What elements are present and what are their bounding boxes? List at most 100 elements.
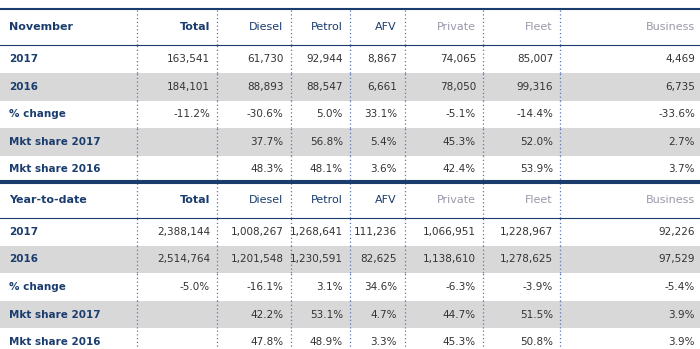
Text: 1,138,610: 1,138,610: [423, 254, 476, 265]
Bar: [0, 273, 700, 301]
Text: -30.6%: -30.6%: [246, 109, 284, 119]
Text: 1,278,625: 1,278,625: [500, 254, 553, 265]
Text: % change: % change: [9, 282, 66, 292]
Text: 92,944: 92,944: [307, 54, 343, 64]
Bar: [0, 9, 700, 45]
Text: Private: Private: [437, 22, 476, 32]
Text: 2017: 2017: [9, 227, 38, 237]
Text: Petrol: Petrol: [311, 22, 343, 32]
Text: 8,867: 8,867: [367, 54, 397, 64]
Text: 3.7%: 3.7%: [668, 164, 695, 174]
Text: 3.1%: 3.1%: [316, 282, 343, 292]
Text: Mkt share 2016: Mkt share 2016: [9, 164, 101, 174]
Text: Business: Business: [646, 195, 695, 205]
Bar: [0, 301, 700, 328]
Text: -16.1%: -16.1%: [246, 282, 284, 292]
Text: 51.5%: 51.5%: [520, 310, 553, 320]
Text: 45.3%: 45.3%: [443, 337, 476, 347]
Text: 2016: 2016: [9, 82, 38, 92]
Text: 163,541: 163,541: [167, 54, 210, 64]
Text: Fleet: Fleet: [526, 195, 553, 205]
Text: 42.4%: 42.4%: [443, 164, 476, 174]
Text: -33.6%: -33.6%: [658, 109, 695, 119]
Bar: [0, 156, 700, 183]
Text: 48.1%: 48.1%: [310, 164, 343, 174]
Text: 2,514,764: 2,514,764: [157, 254, 210, 265]
Text: 88,893: 88,893: [247, 82, 284, 92]
Text: 1,230,591: 1,230,591: [290, 254, 343, 265]
Text: 2.7%: 2.7%: [668, 137, 695, 147]
Text: Diesel: Diesel: [249, 22, 284, 32]
Text: Mkt share 2017: Mkt share 2017: [9, 137, 101, 147]
Text: 2017: 2017: [9, 54, 38, 64]
Text: -5.4%: -5.4%: [665, 282, 695, 292]
Bar: [0, 45, 700, 73]
Text: Private: Private: [437, 195, 476, 205]
Text: 74,065: 74,065: [440, 54, 476, 64]
Text: 53.1%: 53.1%: [310, 310, 343, 320]
Text: 42.2%: 42.2%: [251, 310, 284, 320]
Text: % change: % change: [9, 109, 66, 119]
Text: 88,547: 88,547: [307, 82, 343, 92]
Text: 5.4%: 5.4%: [370, 137, 397, 147]
Text: Total: Total: [180, 195, 210, 205]
Text: -14.4%: -14.4%: [516, 109, 553, 119]
Text: November: November: [9, 22, 73, 32]
Text: 5.0%: 5.0%: [316, 109, 343, 119]
Text: 53.9%: 53.9%: [520, 164, 553, 174]
Text: 85,007: 85,007: [517, 54, 553, 64]
Text: 6,735: 6,735: [665, 82, 695, 92]
Bar: [0, 218, 700, 246]
Bar: [0, 73, 700, 101]
Text: 1,008,267: 1,008,267: [230, 227, 284, 237]
Text: 37.7%: 37.7%: [251, 137, 284, 147]
Text: 111,236: 111,236: [354, 227, 397, 237]
Bar: [0, 181, 700, 218]
Text: 78,050: 78,050: [440, 82, 476, 92]
Text: 184,101: 184,101: [167, 82, 210, 92]
Text: -6.3%: -6.3%: [446, 282, 476, 292]
Text: 52.0%: 52.0%: [520, 137, 553, 147]
Text: 6,661: 6,661: [367, 82, 397, 92]
Text: 47.8%: 47.8%: [251, 337, 284, 347]
Text: 3.6%: 3.6%: [370, 164, 397, 174]
Text: 1,201,548: 1,201,548: [230, 254, 284, 265]
Text: 1,228,967: 1,228,967: [500, 227, 553, 237]
Text: 2016: 2016: [9, 254, 38, 265]
Text: 48.3%: 48.3%: [251, 164, 284, 174]
Text: Total: Total: [180, 22, 210, 32]
Text: 4.7%: 4.7%: [370, 310, 397, 320]
Text: Year-to-date: Year-to-date: [9, 195, 87, 205]
Text: 2,388,144: 2,388,144: [157, 227, 210, 237]
Text: 99,316: 99,316: [517, 82, 553, 92]
Text: 1,066,951: 1,066,951: [423, 227, 476, 237]
Text: 33.1%: 33.1%: [364, 109, 397, 119]
Text: 92,226: 92,226: [659, 227, 695, 237]
Text: 3.9%: 3.9%: [668, 337, 695, 347]
Text: -5.1%: -5.1%: [446, 109, 476, 119]
Text: 48.9%: 48.9%: [310, 337, 343, 347]
Bar: [0, 101, 700, 128]
Text: 4,469: 4,469: [665, 54, 695, 64]
Text: Mkt share 2017: Mkt share 2017: [9, 310, 101, 320]
Bar: [0, 246, 700, 273]
Text: -11.2%: -11.2%: [173, 109, 210, 119]
Text: AFV: AFV: [375, 22, 397, 32]
Text: -3.9%: -3.9%: [523, 282, 553, 292]
Text: 61,730: 61,730: [247, 54, 284, 64]
Text: 44.7%: 44.7%: [443, 310, 476, 320]
Text: 3.9%: 3.9%: [668, 310, 695, 320]
Text: 34.6%: 34.6%: [364, 282, 397, 292]
Text: 50.8%: 50.8%: [520, 337, 553, 347]
Text: Business: Business: [646, 22, 695, 32]
Text: 45.3%: 45.3%: [443, 137, 476, 147]
Text: 3.3%: 3.3%: [370, 337, 397, 347]
Text: -5.0%: -5.0%: [180, 282, 210, 292]
Text: AFV: AFV: [375, 195, 397, 205]
Text: 1,268,641: 1,268,641: [290, 227, 343, 237]
Text: 56.8%: 56.8%: [310, 137, 343, 147]
Text: Fleet: Fleet: [526, 22, 553, 32]
Text: Mkt share 2016: Mkt share 2016: [9, 337, 101, 347]
Text: 97,529: 97,529: [659, 254, 695, 265]
Bar: [0, 328, 700, 349]
